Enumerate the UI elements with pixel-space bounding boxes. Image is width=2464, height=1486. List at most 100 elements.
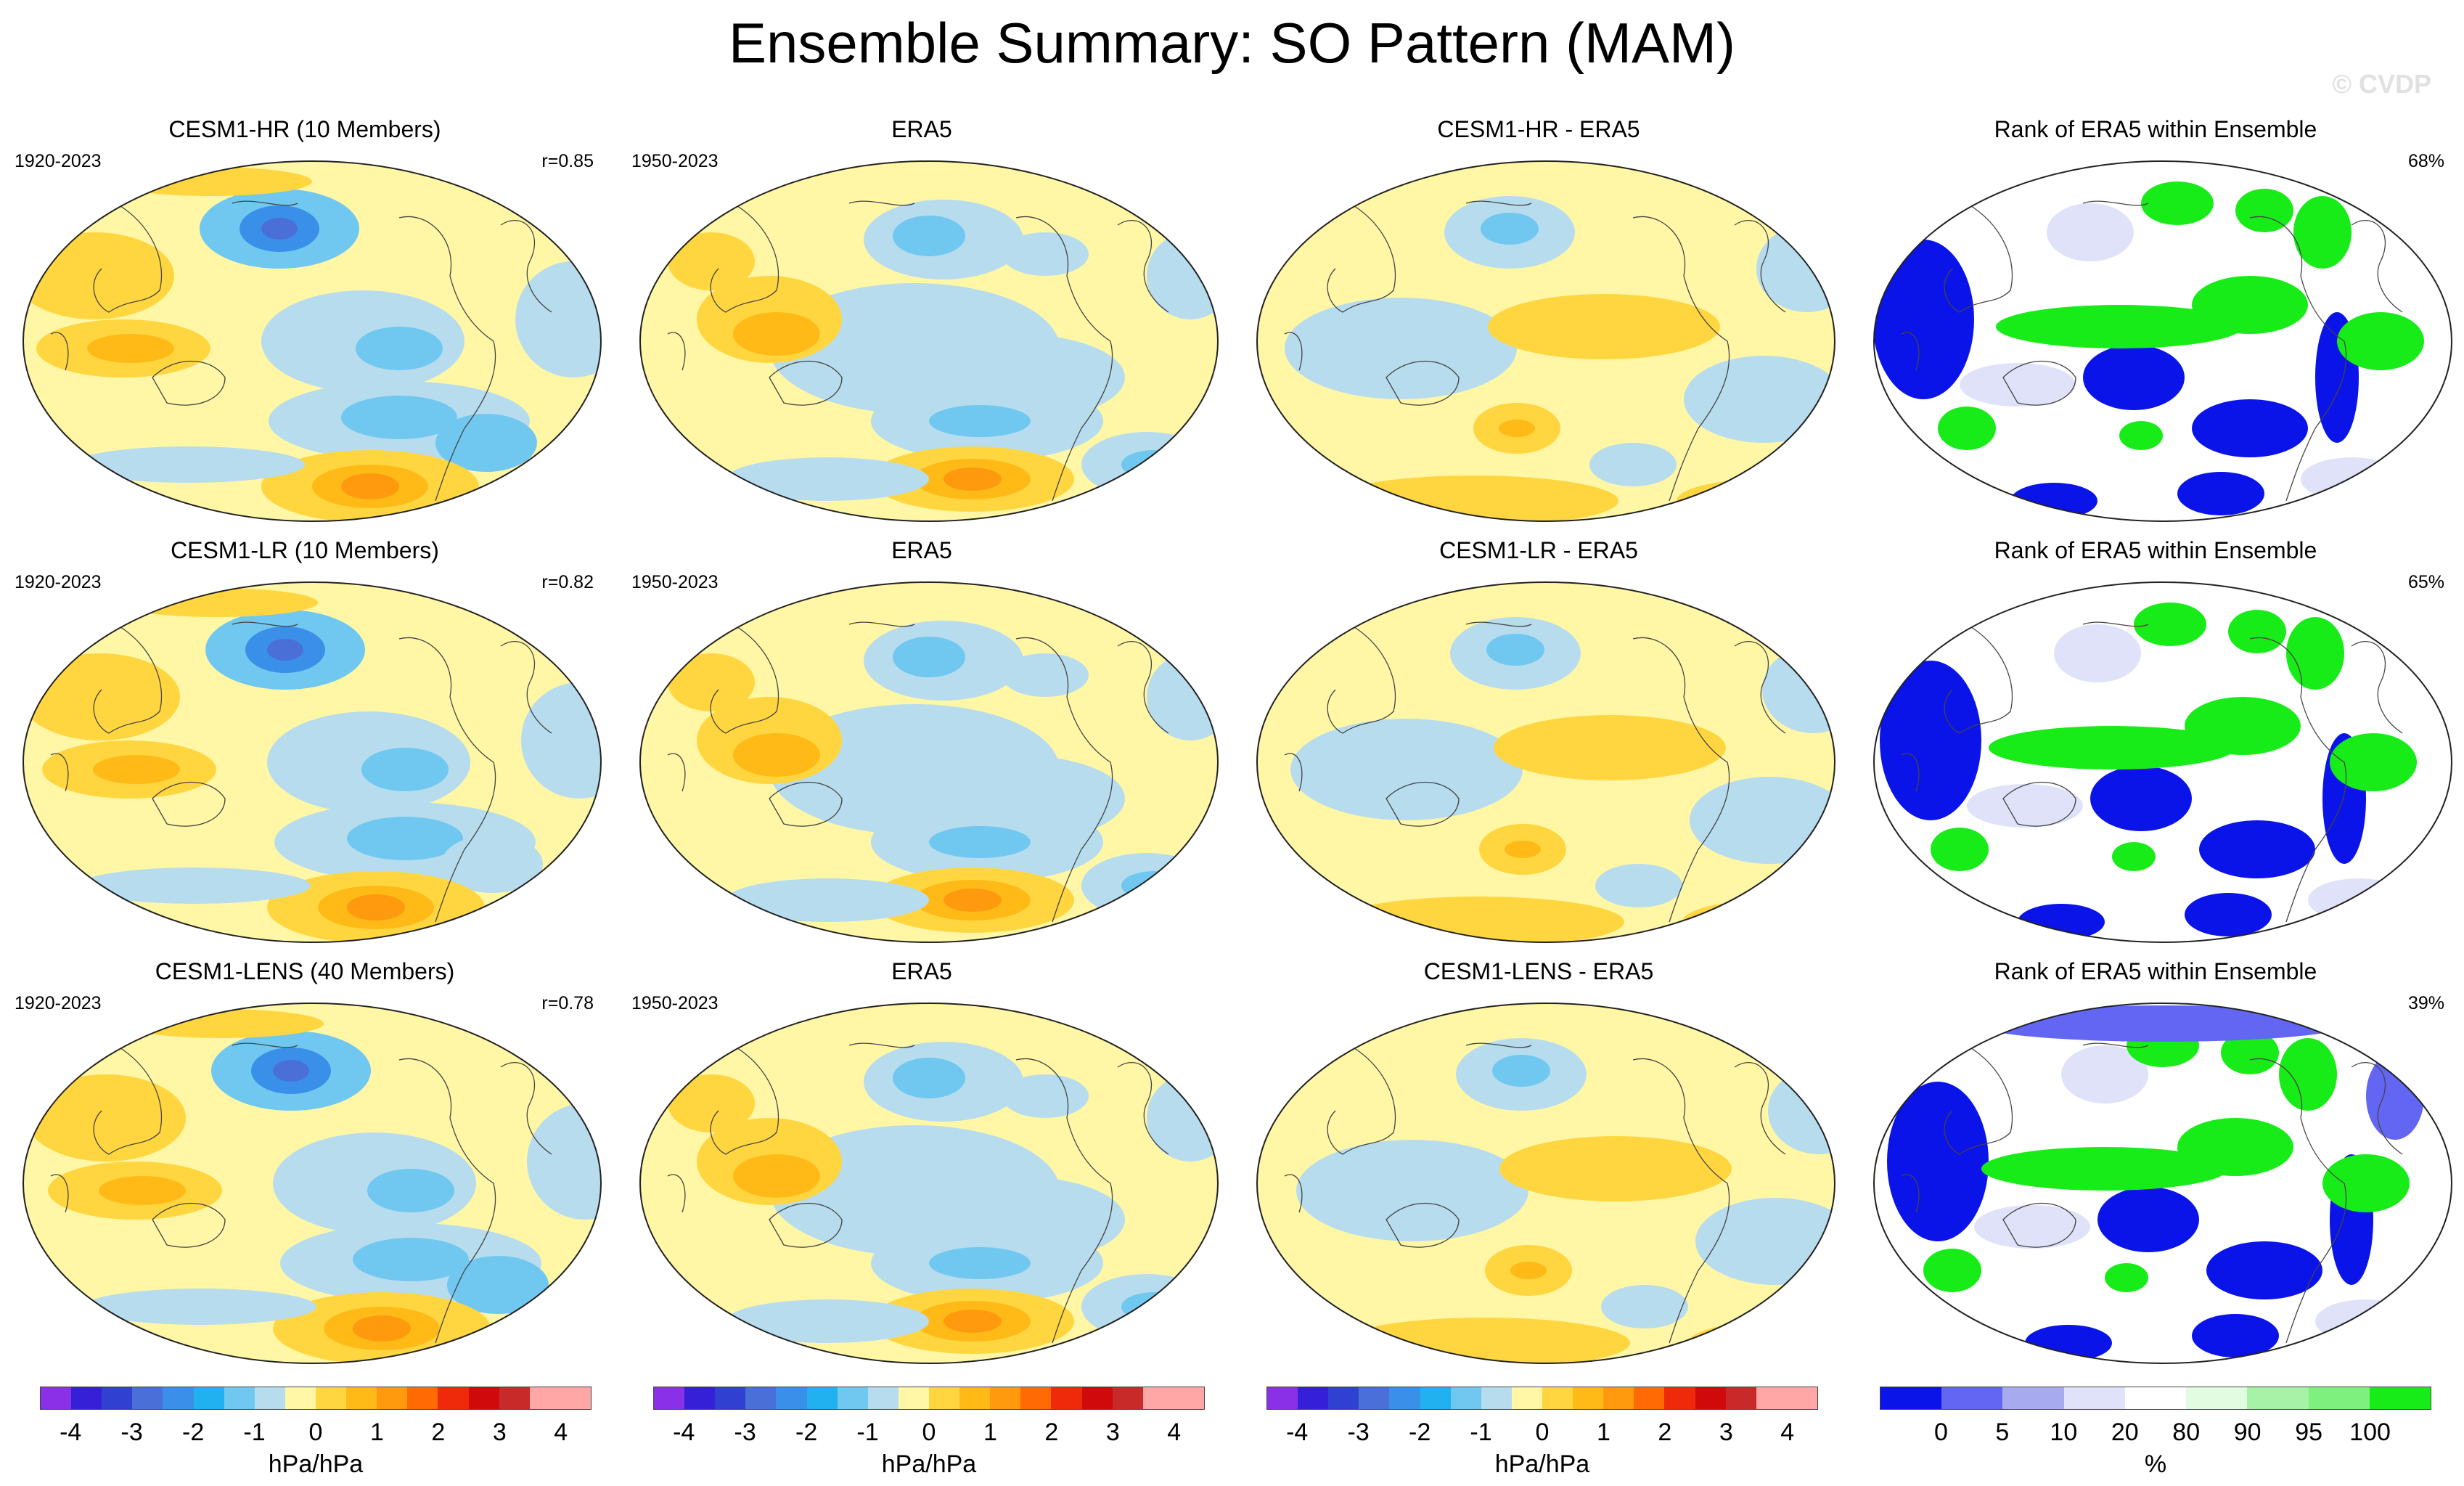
- contour-region: [668, 232, 755, 290]
- contour-region: [1002, 653, 1089, 697]
- map-outline: [639, 1003, 1219, 1364]
- colorbar-hpa: -4 -3 -2 -1 0 1 2 3 4 hPa/hPa: [653, 1387, 1205, 1481]
- coastline: [1944, 624, 2013, 734]
- map-obs: [639, 581, 1219, 943]
- colorbar-tick-label: -4: [673, 1418, 695, 1446]
- colorbar-tick-label: -2: [795, 1418, 818, 1446]
- colorbar-swatch: [163, 1387, 194, 1409]
- contour-region: [1002, 1074, 1089, 1118]
- panel-title: ERA5: [891, 116, 952, 142]
- map-outline: [1256, 581, 1835, 943]
- contour-region: [73, 446, 305, 483]
- colorbar-swatch: [1450, 1387, 1481, 1409]
- colorbar-tick-label: 95: [2295, 1418, 2323, 1446]
- coastline: [1465, 621, 1532, 627]
- colorbar-tick-label: -1: [856, 1418, 879, 1446]
- coastline: [232, 621, 298, 627]
- coastline: [1901, 753, 1920, 792]
- coastline: [667, 332, 686, 371]
- coastline: [1901, 332, 1920, 371]
- colorbar-swatch: [1725, 1387, 1756, 1409]
- panel-period: 1950-2023: [631, 993, 719, 1013]
- contour-region: [726, 878, 929, 922]
- colorbar-tick-label: 1: [983, 1418, 997, 1446]
- map-obs: [639, 1003, 1219, 1364]
- rank-region: [2177, 1118, 2293, 1176]
- coastline: [769, 1202, 843, 1248]
- colorbar-tick-label: 0: [1535, 1418, 1550, 1446]
- contour-region: [521, 682, 601, 799]
- contour-region: [1505, 841, 1541, 858]
- coastline: [1734, 220, 1786, 313]
- colorbar-tick-label: 100: [2349, 1418, 2391, 1446]
- coastline: [848, 1042, 915, 1048]
- contour-region: [1601, 1285, 1688, 1328]
- contour-region: [1290, 719, 1523, 820]
- panel-obs-row-2: ERA5 1950-2023: [617, 537, 1227, 943]
- rank-region: [2235, 189, 2293, 232]
- colorbar-swatch: [1634, 1387, 1665, 1409]
- colorbar-tick-label: 0: [1933, 1418, 1948, 1446]
- rank-region: [2337, 312, 2424, 370]
- contour-region: [367, 1169, 454, 1212]
- map-outline: [1873, 160, 2452, 522]
- rank-region: [2322, 1154, 2410, 1212]
- panel-rank-row-1: Rank of ERA5 within Ensemble 68%: [1851, 116, 2460, 522]
- contour-region: [356, 327, 443, 370]
- colorbar-swatch: [2369, 1387, 2431, 1409]
- colorbar-swatch: [2002, 1387, 2064, 1409]
- contour-region: [347, 817, 463, 860]
- coastline: [152, 360, 226, 406]
- rank-region: [1874, 240, 1974, 399]
- watermark: © CVDP: [2332, 69, 2431, 99]
- coastline: [152, 1202, 226, 1248]
- coastline: [1901, 1174, 1920, 1213]
- rank-percent: 39%: [2407, 993, 2444, 1013]
- colorbar-tick-label: 0: [922, 1418, 936, 1446]
- colorbar-tick-label: 80: [2172, 1418, 2201, 1446]
- panel-period: 1950-2023: [631, 572, 719, 592]
- panel-diff-row-1: CESM1-HR - ERA5: [1234, 116, 1843, 522]
- coastline: [710, 1045, 779, 1155]
- contour-region: [944, 889, 1002, 912]
- rank-region: [2112, 842, 2156, 871]
- colorbar-tick-label: 2: [1658, 1418, 1672, 1446]
- coastline: [50, 1174, 69, 1213]
- coastline: [93, 1045, 163, 1155]
- figure-title: Ensemble Summary: SO Pattern (MAM): [728, 11, 1735, 75]
- colorbar-swatch: [1359, 1387, 1390, 1409]
- contour-region: [99, 1176, 186, 1205]
- colorbar-swatch: [254, 1387, 285, 1409]
- colorbar-swatch: [377, 1387, 408, 1409]
- contour-region: [441, 835, 543, 893]
- contour-region: [893, 216, 965, 256]
- rank-region: [1981, 1147, 2228, 1191]
- contour-region: [1002, 232, 1089, 276]
- contour-region: [1499, 420, 1535, 437]
- coastline: [1284, 1174, 1303, 1213]
- rank-region: [1989, 726, 2235, 769]
- map-outline: [1256, 1003, 1835, 1364]
- coastline: [1117, 641, 1169, 734]
- colorbar-hpa: -4 -3 -2 -1 0 1 2 3 4 hPa/hPa: [40, 1387, 592, 1481]
- contour-region: [929, 405, 1031, 437]
- colorbar-swatch: [745, 1387, 777, 1409]
- contour-region: [347, 894, 405, 920]
- colorbar-tick-label: -4: [1286, 1418, 1309, 1446]
- rank-region: [2047, 203, 2134, 261]
- colorbar-swatch: [867, 1387, 899, 1409]
- map-outline: [1256, 160, 1835, 522]
- colorbar-swatch: [468, 1387, 499, 1409]
- panel-obs-row-1: ERA5 1950-2023: [617, 116, 1227, 522]
- contour-region: [1684, 356, 1835, 443]
- contour-region: [1081, 853, 1212, 918]
- rank-region: [2330, 733, 2417, 791]
- colorbar-swatch: [224, 1387, 255, 1409]
- colorbar-swatch: [1142, 1387, 1174, 1409]
- contour-region: [1510, 1262, 1547, 1279]
- rank-region: [1974, 1005, 2352, 1042]
- rank-percent: 68%: [2407, 151, 2444, 171]
- colorbar-swatch: [1328, 1387, 1359, 1409]
- coastline: [232, 1042, 298, 1048]
- colorbar-swatch: [837, 1387, 868, 1409]
